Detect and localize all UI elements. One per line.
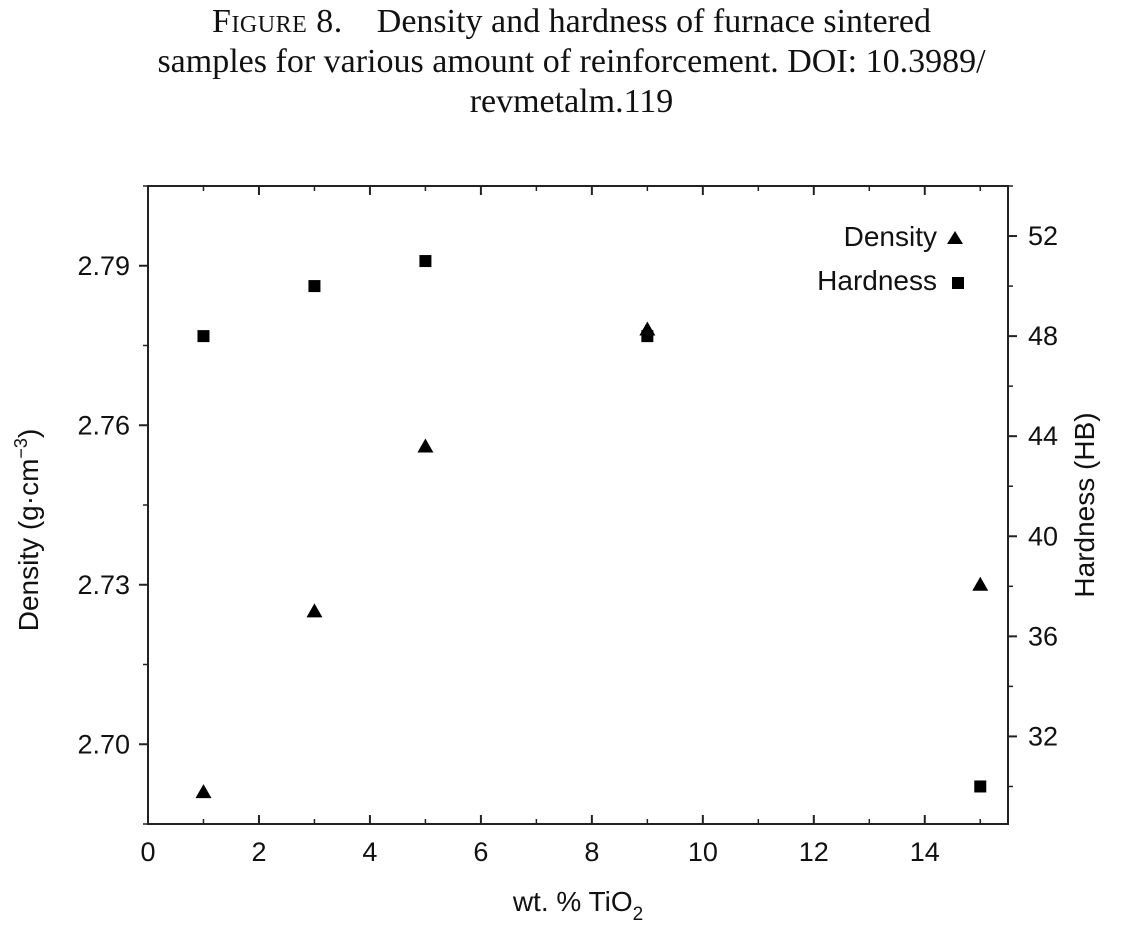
x-tick-label: 12 (799, 837, 829, 867)
y-right-axis-title: Hardness (HB) (1069, 412, 1100, 597)
y-left-axis-title: Density (g·cm−3) (11, 429, 44, 632)
x-tick-label: 14 (910, 837, 940, 867)
y-right-tick-label: 36 (1028, 621, 1058, 651)
x-axis-title-subscript: 2 (633, 904, 644, 925)
legend-label-hardness: Hardness (817, 265, 937, 296)
y-right-tick-label: 48 (1028, 321, 1058, 351)
y-right-tick-label: 52 (1028, 221, 1058, 251)
x-tick-label: 0 (140, 837, 155, 867)
x-tick-label: 6 (473, 837, 488, 867)
ticks-group: 0 2 4 6 8 10 12 14 2.70 2.73 2.76 2.79 32 36 40 44 48 52 (77, 185, 1058, 867)
y-left-tick-label: 2.73 (77, 570, 130, 600)
hardness-point (641, 330, 654, 343)
legend-label-density: Density (844, 221, 937, 252)
density-point (417, 438, 434, 453)
y-right-tick-label: 40 (1028, 521, 1058, 551)
hardness-point (308, 280, 321, 293)
y-left-axis-title-superscript: −3 (11, 438, 31, 459)
x-tick-label: 2 (251, 837, 266, 867)
y-right-tick-label: 44 (1028, 421, 1058, 451)
hardness-point (419, 255, 432, 268)
x-tick-label: 4 (362, 837, 377, 867)
legend: Density Hardness (817, 221, 964, 296)
y-left-tick-label: 2.79 (77, 251, 130, 281)
y-left-tick-label: 2.70 (77, 729, 130, 759)
density-point (306, 603, 323, 618)
caption-line-2: samples for various amount of reinforcem… (157, 43, 986, 80)
caption-line-1: Figure 8. Density and hardness of furnac… (0, 2, 1143, 42)
caption-text-1: Density and hardness of furnace sintered (376, 3, 931, 40)
x-tick-label: 8 (584, 837, 599, 867)
density-point (972, 576, 989, 591)
density-point (195, 784, 212, 799)
figure-caption: Figure 8. Density and hardness of furnac… (0, 2, 1143, 122)
marks-group (195, 255, 989, 799)
x-tick-label: 10 (688, 837, 718, 867)
y-left-axis-title-close: ) (13, 429, 44, 438)
x-axis-title: wt. % TiO2 (512, 886, 643, 925)
legend-marker-hardness (952, 277, 964, 289)
y-right-tick-label: 32 (1028, 721, 1058, 751)
legend-marker-density (947, 231, 963, 244)
hardness-point (974, 780, 987, 793)
hardness-point (197, 330, 210, 343)
caption-line-3: revmetalm.119 (469, 83, 674, 120)
figure-label: Figure 8. (212, 3, 343, 40)
y-left-tick-label: 2.76 (77, 410, 130, 440)
